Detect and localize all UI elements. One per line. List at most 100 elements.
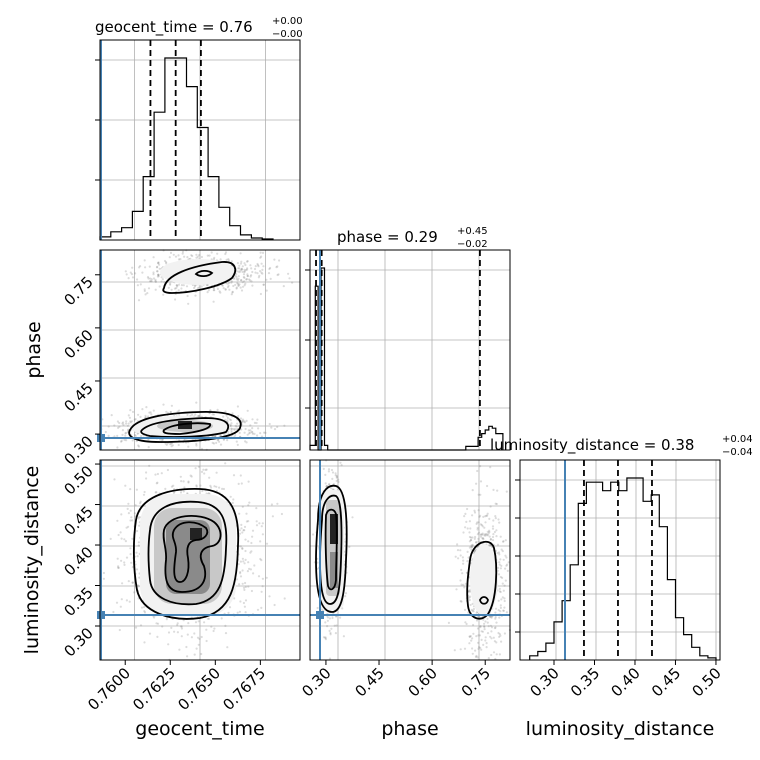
quantile-lines-luminosity-distance xyxy=(583,460,653,660)
sample-point xyxy=(187,480,190,483)
sample-point xyxy=(245,512,248,515)
sample-point xyxy=(230,429,233,432)
sample-point xyxy=(200,470,204,473)
sample-point xyxy=(288,277,291,280)
sample-point xyxy=(138,266,141,269)
sample-point xyxy=(160,280,163,283)
sample-point xyxy=(205,639,208,643)
sample-point xyxy=(335,474,338,477)
sample-point xyxy=(486,534,489,537)
xlabel-luminosity-distance: luminosity_distance xyxy=(526,718,715,740)
sample-point xyxy=(460,600,463,603)
sample-point xyxy=(242,586,246,589)
sample-point xyxy=(495,653,498,656)
sample-point xyxy=(237,270,240,273)
sample-point xyxy=(221,487,224,490)
sample-point xyxy=(331,471,335,474)
panel-ld-vs-phase: 0.30 0.45 0.60 0.75 phase xyxy=(298,459,511,740)
sample-point xyxy=(471,514,474,517)
sample-point xyxy=(179,491,183,494)
sample-point xyxy=(460,568,463,572)
sample-point xyxy=(177,258,181,261)
sample-point xyxy=(479,523,482,526)
sample-point xyxy=(194,467,197,470)
sample-point xyxy=(117,565,120,568)
sample-point xyxy=(129,271,132,274)
sample-point xyxy=(124,540,127,543)
sample-point xyxy=(494,617,497,620)
sample-point xyxy=(492,651,496,654)
sample-point xyxy=(134,504,137,507)
sample-point xyxy=(268,422,271,426)
sample-point xyxy=(224,252,227,256)
sample-point xyxy=(468,596,471,599)
sample-point xyxy=(491,527,495,530)
sample-point xyxy=(116,420,119,423)
sample-point xyxy=(335,475,339,478)
sample-point xyxy=(107,425,110,428)
sample-point xyxy=(186,655,189,658)
sample-point xyxy=(171,444,174,447)
sample-point xyxy=(459,554,462,557)
sample-point xyxy=(476,627,480,630)
title-phase-plus: +0.45 xyxy=(457,226,488,237)
sample-point xyxy=(167,286,170,289)
sample-point xyxy=(469,635,472,638)
sample-point xyxy=(198,415,201,418)
sample-point xyxy=(167,643,170,646)
sample-point xyxy=(484,639,487,642)
sample-point xyxy=(156,635,159,639)
sample-point xyxy=(231,501,234,504)
sample-point xyxy=(181,252,184,255)
sample-point xyxy=(195,485,198,488)
sample-point xyxy=(466,550,469,554)
sample-point xyxy=(463,608,467,612)
sample-point xyxy=(226,416,229,419)
sample-point xyxy=(496,552,499,555)
sample-point xyxy=(471,545,474,548)
yticks-hist1 xyxy=(95,59,100,181)
sample-point xyxy=(328,482,331,486)
sample-point xyxy=(156,265,159,268)
sample-point xyxy=(481,532,484,535)
sample-point xyxy=(237,482,240,485)
sample-point xyxy=(328,617,331,620)
sample-point xyxy=(152,256,155,259)
sample-point xyxy=(154,491,157,494)
sample-point xyxy=(495,621,498,624)
sample-point xyxy=(240,268,243,271)
sample-point xyxy=(170,442,173,445)
sample-point xyxy=(456,543,459,546)
sample-point xyxy=(195,401,198,404)
sample-point xyxy=(179,258,182,261)
sample-point xyxy=(465,520,468,524)
sample-point xyxy=(503,606,506,609)
sample-point xyxy=(248,278,251,281)
sample-point xyxy=(253,267,257,271)
sample-point xyxy=(119,605,122,608)
sample-point xyxy=(273,603,276,607)
sample-point xyxy=(243,525,247,529)
sample-point xyxy=(475,541,478,544)
sample-point xyxy=(255,507,258,510)
sample-point xyxy=(499,634,502,637)
sample-point xyxy=(489,615,493,618)
sample-point xyxy=(466,527,469,530)
sample-point xyxy=(483,628,486,631)
sample-point xyxy=(243,284,246,287)
sample-point xyxy=(133,591,136,594)
sample-point xyxy=(201,489,204,493)
sample-point xyxy=(500,640,503,643)
sample-point xyxy=(219,434,222,437)
xtick-label-phase-3: 0.75 xyxy=(458,664,494,700)
sample-point xyxy=(243,529,246,532)
sample-point xyxy=(270,503,273,506)
sample-point xyxy=(187,445,190,448)
sample-point xyxy=(265,289,268,292)
sample-point xyxy=(326,619,329,622)
sample-point xyxy=(176,623,179,627)
sample-point xyxy=(136,555,139,558)
sample-point xyxy=(226,419,229,422)
sample-point xyxy=(261,251,265,254)
sample-point xyxy=(182,480,185,483)
